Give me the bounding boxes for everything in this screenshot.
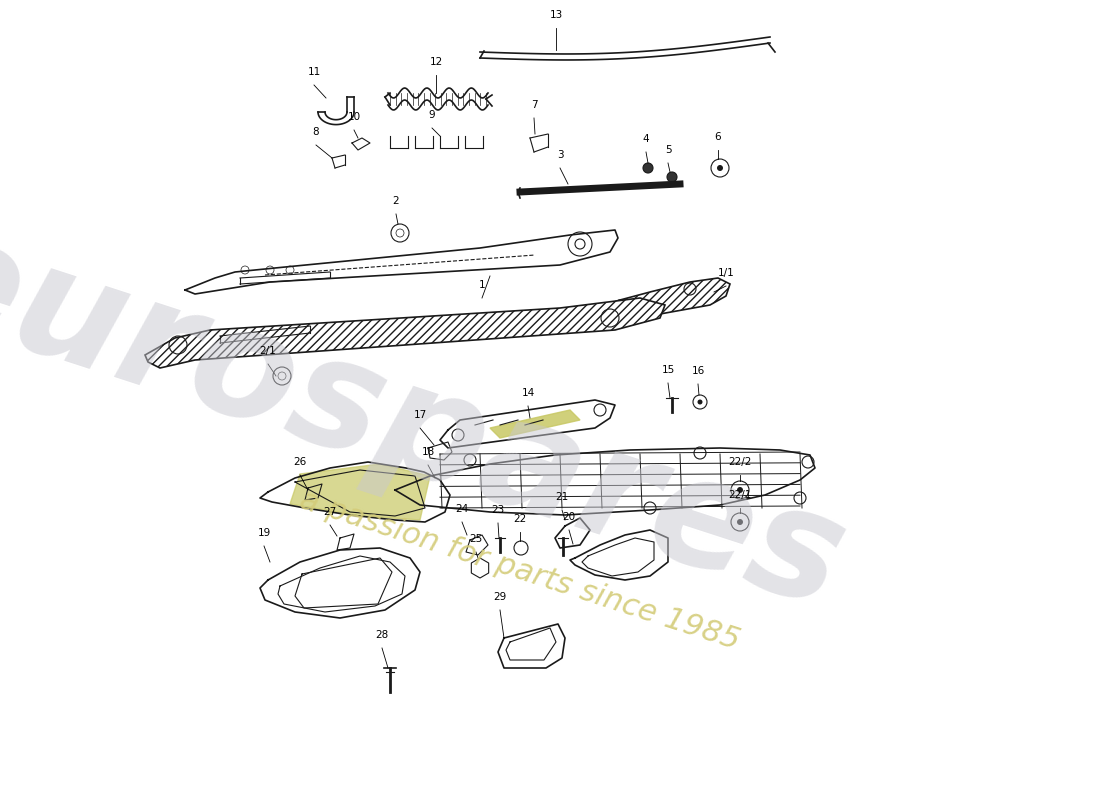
- Text: 21: 21: [556, 492, 569, 502]
- Text: 11: 11: [307, 67, 320, 77]
- Polygon shape: [290, 464, 430, 520]
- Text: 28: 28: [375, 630, 388, 640]
- Text: 25: 25: [470, 534, 483, 544]
- Text: 22: 22: [514, 514, 527, 524]
- Text: 29: 29: [494, 592, 507, 602]
- Text: 24: 24: [455, 504, 469, 514]
- Circle shape: [717, 165, 723, 171]
- Text: a passion for parts since 1985: a passion for parts since 1985: [296, 485, 744, 655]
- Circle shape: [697, 399, 703, 405]
- Text: 1: 1: [478, 280, 485, 290]
- Text: 18: 18: [421, 447, 434, 457]
- Text: 19: 19: [257, 528, 271, 538]
- Circle shape: [737, 519, 742, 525]
- Text: 2/1: 2/1: [260, 346, 276, 356]
- Text: 9: 9: [429, 110, 436, 120]
- Text: 12: 12: [429, 57, 442, 67]
- Text: 8: 8: [312, 127, 319, 137]
- Polygon shape: [490, 410, 580, 438]
- Text: 15: 15: [661, 365, 674, 375]
- Text: 20: 20: [562, 512, 575, 522]
- Text: 1/1: 1/1: [717, 268, 735, 278]
- Text: 22/1: 22/1: [728, 490, 751, 500]
- Text: 13: 13: [549, 10, 562, 20]
- Text: 10: 10: [348, 112, 361, 122]
- Text: 6: 6: [715, 132, 722, 142]
- Text: 2: 2: [393, 196, 399, 206]
- Circle shape: [644, 163, 653, 173]
- Text: 3: 3: [557, 150, 563, 160]
- Text: 17: 17: [414, 410, 427, 420]
- Text: 7: 7: [530, 100, 537, 110]
- Text: 27: 27: [323, 507, 337, 517]
- Polygon shape: [600, 278, 730, 318]
- Text: eurospares: eurospares: [0, 200, 862, 640]
- Text: 14: 14: [521, 388, 535, 398]
- Text: 4: 4: [642, 134, 649, 144]
- Text: 26: 26: [294, 457, 307, 467]
- Polygon shape: [145, 298, 666, 368]
- Text: 22/2: 22/2: [728, 457, 751, 467]
- Text: 16: 16: [692, 366, 705, 376]
- Circle shape: [667, 172, 676, 182]
- Circle shape: [737, 487, 742, 493]
- Text: 23: 23: [492, 505, 505, 515]
- Text: 5: 5: [664, 145, 671, 155]
